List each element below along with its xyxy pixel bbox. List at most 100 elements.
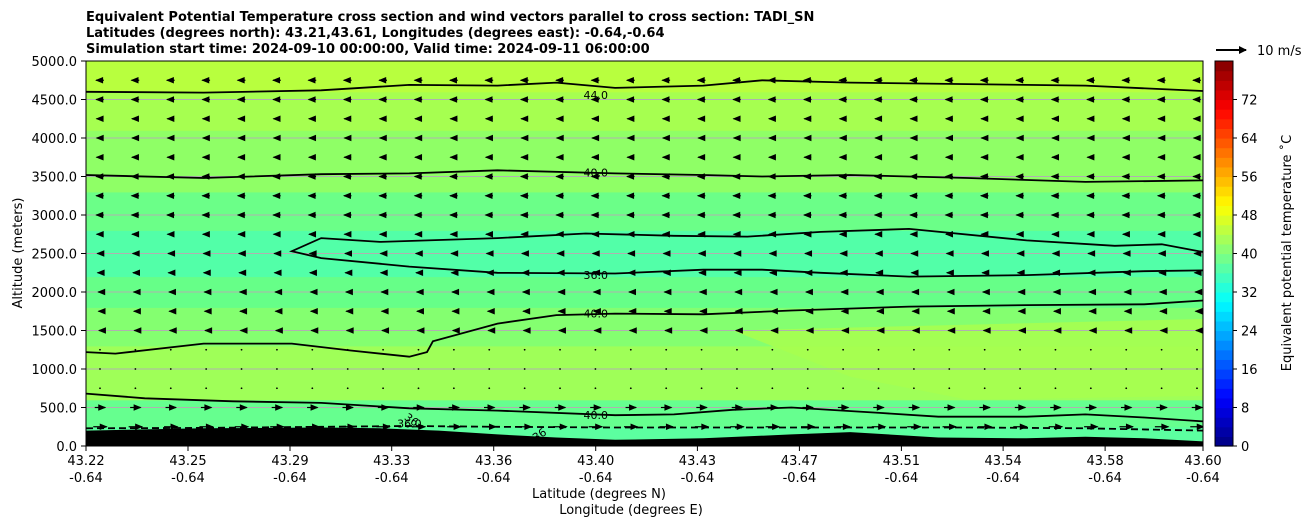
wind-vector	[1018, 327, 1027, 334]
wind-vector	[381, 327, 390, 334]
wind-vector	[448, 77, 458, 84]
wind-vector	[944, 173, 954, 180]
wind-vector	[555, 77, 564, 84]
wind-vector	[99, 387, 101, 390]
wind-vector	[1194, 288, 1203, 296]
wind-vector	[1190, 423, 1203, 430]
wind-vector	[732, 154, 741, 161]
wind-vector	[413, 96, 423, 103]
wind-vector	[979, 96, 989, 103]
wind-vector	[131, 250, 140, 257]
wind-vector	[980, 115, 989, 122]
wind-vector	[661, 154, 670, 161]
wind-vector	[201, 154, 210, 161]
contour-label-1: 40.0	[583, 166, 608, 179]
wind-vector	[449, 96, 458, 103]
wind-vector	[980, 231, 989, 238]
wind-vector	[1051, 250, 1060, 257]
wind-vector	[382, 348, 384, 351]
wind-vector	[519, 404, 531, 411]
wind-vector	[1194, 327, 1203, 334]
wind-vector	[842, 387, 845, 390]
wind-vector	[1053, 327, 1062, 334]
x-tick-label-lon: -0.64	[579, 471, 613, 486]
wind-vector	[559, 387, 561, 390]
wind-vector	[591, 134, 600, 142]
wind-vector	[272, 77, 281, 84]
wind-vector	[310, 327, 319, 334]
wind-vector	[979, 404, 991, 411]
wind-vector	[626, 231, 635, 238]
wind-vector	[1121, 134, 1130, 142]
x-tick-label-lon: -0.64	[681, 471, 715, 486]
wind-vector	[484, 96, 494, 103]
wind-vector	[1125, 387, 1128, 390]
colorbar-segment	[1215, 301, 1233, 312]
wind-vector	[626, 134, 635, 142]
wind-vector	[909, 77, 918, 84]
wind-vector	[590, 404, 602, 411]
wind-vector	[804, 288, 813, 296]
wind-vector	[95, 231, 104, 238]
wind-vector	[272, 173, 281, 180]
wind-vector	[1050, 173, 1060, 180]
wind-vector	[130, 173, 140, 180]
wind-vector	[95, 173, 104, 180]
wind-vector	[771, 368, 774, 370]
wind-vector	[520, 250, 529, 257]
wind-vector	[626, 96, 635, 103]
wind-vector	[134, 387, 137, 390]
wind-vector	[767, 154, 776, 161]
wind-vector	[168, 327, 177, 334]
wind-vector	[307, 77, 317, 84]
wind-vector	[590, 173, 600, 180]
wind-vector	[447, 423, 462, 430]
wind-vector	[378, 231, 387, 238]
wind-vector	[1192, 77, 1201, 84]
wind-vector	[909, 173, 918, 180]
wind-vector	[519, 211, 529, 219]
wind-vector	[449, 231, 458, 238]
wind-vector	[270, 423, 285, 430]
wind-vector	[1050, 404, 1062, 411]
x-tick-label-lat: 43.22	[67, 454, 104, 469]
wind-vector	[343, 231, 352, 238]
wind-vector	[663, 308, 672, 315]
wind-vector	[272, 154, 281, 161]
wind-vector	[948, 387, 951, 390]
theta-e-band-6	[86, 191, 1203, 231]
wind-vector	[131, 231, 140, 238]
wind-vector	[344, 269, 353, 276]
wind-vector	[240, 348, 243, 351]
wind-vector	[696, 192, 706, 199]
wind-vector	[1121, 77, 1131, 84]
wind-vector	[588, 423, 604, 430]
wind-vector	[982, 308, 991, 315]
wind-vector	[167, 288, 176, 296]
wind-vector	[839, 250, 848, 257]
wind-vector	[201, 77, 211, 84]
wind-vector	[485, 269, 494, 276]
wind-vector	[913, 348, 915, 351]
wind-vector	[1084, 423, 1099, 430]
colorbar-tick-label: 48	[1241, 209, 1258, 224]
wind-vector	[485, 250, 494, 257]
wind-vector	[1016, 269, 1025, 276]
wind-vector	[484, 77, 494, 84]
wind-vector	[378, 77, 387, 84]
wind-vector	[557, 288, 566, 296]
wind-vector	[661, 134, 670, 142]
wind-vector	[166, 115, 175, 122]
wind-vector	[979, 77, 989, 84]
wind-vector	[948, 348, 951, 351]
wind-vector	[1052, 269, 1061, 276]
wind-vector	[873, 173, 883, 180]
colorbar-segment	[1215, 215, 1233, 226]
wind-vector	[626, 154, 635, 161]
wind-vector	[732, 192, 741, 199]
wind-vector	[486, 288, 495, 296]
wind-vector	[1050, 211, 1060, 219]
wind-vector	[168, 308, 177, 315]
colorbar-tick-label: 64	[1241, 132, 1258, 147]
wind-vector	[239, 308, 248, 315]
